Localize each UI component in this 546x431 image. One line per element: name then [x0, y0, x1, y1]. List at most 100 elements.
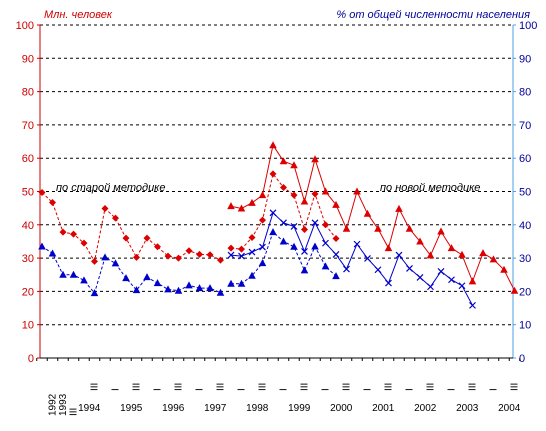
right-tick-label: 60: [519, 153, 531, 165]
point-pct_new: [437, 267, 445, 275]
point-mln_old_1998: [238, 245, 245, 253]
x-quarter-label: I: [363, 388, 374, 391]
right-tick-label: 70: [519, 120, 531, 132]
point-mln_new: [332, 200, 340, 208]
point-mln_new: [374, 224, 382, 232]
left-tick-label: 50: [22, 187, 34, 199]
left-tick-label: 60: [22, 153, 34, 165]
point-pct_old: [153, 279, 162, 287]
x-quarter-label: III: [510, 383, 521, 391]
right-axis-title: % от общей численности населения: [336, 9, 530, 21]
x-label: 1999: [288, 403, 311, 414]
point-pct_new: [374, 266, 382, 274]
series-markers: [38, 141, 519, 309]
point-mln_old_1998: [301, 225, 308, 233]
point-pct_old: [111, 259, 120, 267]
point-pct_old_1998: [300, 266, 309, 274]
point-pct_old: [101, 253, 109, 261]
point-pct_new: [248, 248, 256, 256]
x-quarter-label: III: [468, 383, 479, 391]
point-mln_old: [112, 214, 119, 222]
point-mln_old: [122, 234, 130, 242]
point-pct_old_1998: [332, 272, 340, 280]
point-mln_old: [80, 239, 88, 247]
point-pct_new: [269, 209, 277, 217]
point-pct_old_1998: [321, 262, 330, 270]
point-mln_old: [133, 253, 140, 261]
x-label: 1993: [58, 393, 69, 416]
x-quarter-label: III: [426, 383, 437, 391]
right-tick-label: 100: [519, 20, 537, 32]
point-mln_old_1998: [322, 221, 329, 229]
x-quarter-label: III: [300, 383, 311, 391]
x-quarter-label: I: [111, 388, 122, 391]
point-mln_old: [101, 204, 109, 212]
x-label: III: [69, 408, 80, 416]
right-tick-label: 30: [519, 253, 531, 265]
left-tick-label: 100: [16, 20, 34, 32]
point-mln_old_1998: [280, 184, 287, 192]
point-pct_new: [227, 251, 235, 259]
x-quarter-label: I: [237, 388, 248, 391]
point-pct_old: [38, 242, 46, 250]
point-mln_new: [300, 197, 309, 205]
point-pct_new: [353, 240, 361, 248]
point-pct_new: [395, 251, 403, 259]
point-mln_new: [447, 244, 456, 252]
right-tick-label: 40: [519, 220, 531, 232]
point-pct_old_1998: [290, 242, 298, 250]
point-pct_old_1998: [258, 259, 267, 267]
point-mln_old: [164, 252, 172, 260]
point-mln_new: [248, 198, 256, 206]
point-pct_old_1998: [279, 237, 288, 245]
left-tick-label: 30: [22, 253, 34, 265]
x-quarter-label: I: [489, 388, 500, 391]
point-mln_old: [217, 256, 224, 264]
annotation-new-method: по новой методике: [380, 182, 480, 194]
point-mln_new: [258, 191, 267, 199]
right-tick-label: 50: [519, 187, 531, 199]
x-label: 2002: [414, 403, 437, 414]
left-tick-label: 40: [22, 220, 34, 232]
x-quarter-label: III: [384, 383, 395, 391]
point-mln_old: [49, 198, 56, 206]
left-tick-label: 90: [22, 53, 34, 65]
point-mln_old_1998: [227, 244, 235, 252]
point-mln_new: [500, 265, 508, 273]
point-mln_new: [384, 244, 393, 252]
point-mln_new: [269, 141, 277, 149]
point-pct_new: [427, 283, 434, 291]
left-tick-label: 0: [28, 353, 34, 365]
point-mln_new: [279, 157, 288, 165]
left-axis-title: Млн. человек: [44, 9, 113, 21]
point-pct_new: [301, 248, 308, 255]
point-mln_old: [185, 247, 193, 255]
x-label: 2004: [498, 403, 521, 414]
series-line-mln_new: [230, 143, 515, 291]
point-pct_new: [406, 264, 413, 272]
point-mln_old: [91, 257, 98, 265]
point-pct_old: [143, 273, 151, 281]
x-label: 1992: [48, 393, 59, 416]
point-pct_new: [343, 265, 350, 273]
point-mln_new: [237, 204, 246, 212]
point-pct_new: [322, 239, 329, 247]
point-mln_new: [363, 209, 372, 217]
point-pct_old: [122, 274, 130, 282]
point-mln_new: [458, 250, 466, 258]
x-quarter-label: I: [447, 388, 458, 391]
point-pct_old: [195, 284, 204, 292]
point-pct_old: [185, 281, 193, 289]
point-pct_new: [280, 219, 287, 227]
axes: 0 0 10 10 20 20 30 30 40 40 50 50 60 60 70 70 80 80 90 90 10…: [16, 20, 538, 365]
x-label: 1998: [246, 403, 269, 414]
right-tick-label: 90: [519, 53, 531, 65]
left-tick-label: 10: [22, 320, 34, 332]
point-pct_new: [448, 276, 455, 284]
point-pct_old: [174, 286, 183, 294]
right-tick-label: 80: [519, 87, 531, 99]
x-quarter-label: I: [321, 388, 332, 391]
series-line-mln_old: [41, 192, 221, 263]
x-quarter-label: III: [258, 383, 269, 391]
